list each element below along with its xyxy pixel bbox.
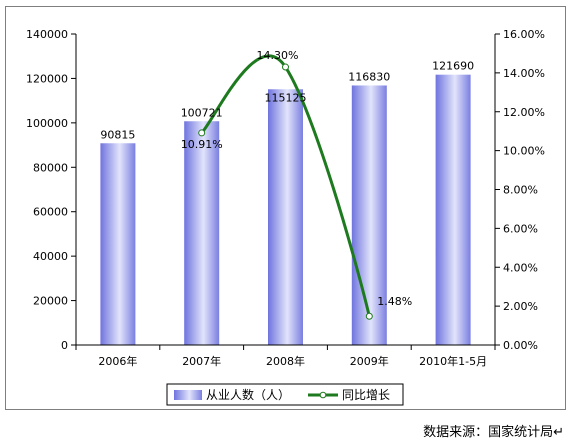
bar-0: [100, 143, 136, 345]
x-tick-label-3: 2009年: [350, 354, 389, 368]
y-right-tick-label-3: 6.00%: [503, 222, 538, 235]
bar-label-1: 100721: [181, 106, 223, 119]
y-left-tick-label-7: 140000: [26, 28, 68, 41]
x-tick-label-1: 2007年: [182, 354, 221, 368]
y-right-tick-label-4: 8.00%: [503, 184, 538, 197]
chart-frame: 0 20000 40000 60000 80000 100000 120000 140000 0…: [5, 6, 566, 410]
y-left-tick-label-2: 40000: [33, 250, 68, 263]
source-note: 数据来源：国家统计局↵: [423, 425, 564, 440]
bar-3: [351, 85, 387, 346]
y-right-tick-label-2: 4.00%: [503, 261, 538, 274]
legend-bar-label: 从业人数（人）: [206, 387, 290, 402]
growth-label-3: 1.48%: [377, 295, 412, 308]
growth-point-1: [198, 129, 206, 137]
combo-chart: 0 20000 40000 60000 80000 100000 120000 140000 0…: [26, 28, 545, 406]
bar-1: [184, 121, 220, 345]
growth-label-1: 10.91%: [181, 138, 223, 151]
y-left-tick-label-3: 60000: [33, 206, 68, 219]
legend-bar-swatch: [174, 390, 202, 400]
bar-label-3: 116830: [348, 70, 390, 83]
x-tick-label-4: 2010年1-5月: [419, 354, 487, 368]
y-left-tick-label-5: 100000: [26, 117, 68, 130]
bar-label-0: 90815: [100, 128, 135, 141]
growth-point-3: [365, 312, 373, 320]
y-left-tick-label-1: 20000: [33, 295, 68, 308]
y-left-tick-label-4: 80000: [33, 161, 68, 174]
growth-line: [200, 54, 371, 317]
legend: 从业人数（人） 同比增长: [166, 383, 404, 406]
y-right-tick-label-6: 12.00%: [503, 106, 545, 119]
y-right-tick-label-0: 0.00%: [503, 339, 538, 352]
growth-label-2: 14.30%: [257, 49, 299, 62]
y-right-tick-label-7: 14.00%: [503, 67, 545, 80]
y-left-tick-label-6: 120000: [26, 72, 68, 85]
growth-point-2: [282, 63, 289, 71]
legend-line-marker: [319, 391, 327, 399]
bar-label-2: 115125: [265, 91, 307, 104]
y-right-tick-label-1: 2.00%: [503, 300, 538, 313]
y-left-tick-label-0: 0: [61, 339, 68, 352]
x-tick-label-2: 2008年: [266, 354, 305, 368]
bar-label-4: 121690: [432, 60, 474, 73]
bar-2: [268, 89, 303, 346]
y-right-tick-label-5: 10.00%: [503, 145, 545, 158]
bar-4: [435, 74, 471, 346]
x-tick-label-0: 2006年: [98, 354, 137, 368]
legend-box: [166, 383, 404, 406]
y-right-tick-label-8: 16.00%: [503, 28, 545, 41]
legend-line-label: 同比增长: [342, 388, 390, 402]
